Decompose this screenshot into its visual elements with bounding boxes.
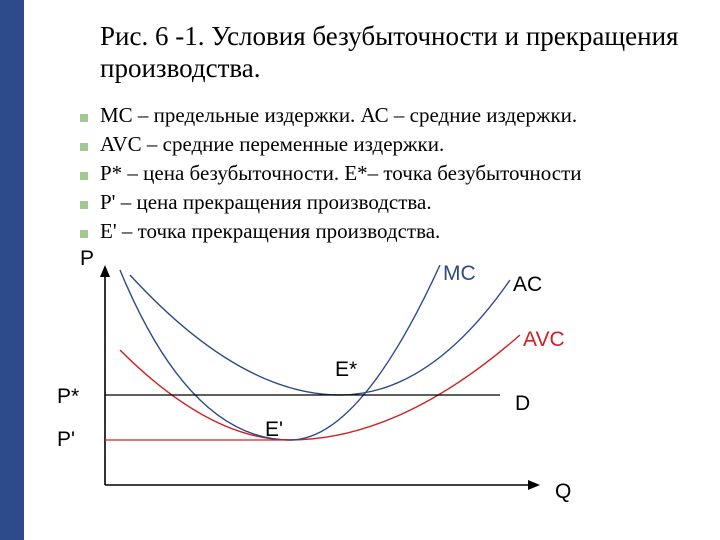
p-star-label: P* (57, 385, 79, 409)
economics-chart: P Q MC AC AVC D P* P' E* E' (60, 265, 620, 515)
list-item: E' – точка прекращения производства. (80, 219, 700, 244)
e-star-label: E* (335, 358, 357, 382)
bullet-text: E' – точка прекращения производства. (100, 219, 440, 244)
square-bullet-icon (80, 143, 88, 151)
bullet-list: MC – предельные издержки. АС – средние и… (80, 103, 700, 244)
bullet-text: AVC – средние переменные издержки. (100, 132, 444, 157)
square-bullet-icon (80, 114, 88, 122)
content-area: Рис. 6 -1. Условия безубыточности и прек… (40, 20, 700, 248)
square-bullet-icon (80, 201, 88, 209)
bullet-text: MC – предельные издержки. АС – средние и… (100, 103, 577, 128)
list-item: MC – предельные издержки. АС – средние и… (80, 103, 700, 128)
bullet-text: Р' – цена прекращения производства. (100, 190, 432, 215)
ac-curve-label: AC (513, 273, 542, 297)
mc-curve-label: MC (443, 262, 476, 286)
decor-sidebar (0, 0, 24, 540)
demand-line-label: D (515, 392, 530, 416)
list-item: AVC – средние переменные издержки. (80, 132, 700, 157)
avc-curve-label: AVC (523, 328, 565, 352)
chart-svg (60, 265, 620, 515)
p-prime-label: P' (57, 428, 75, 452)
bullet-text: Р* – цена безубыточности. Е*– точка безу… (100, 161, 582, 186)
square-bullet-icon (80, 230, 88, 238)
q-axis-label: Q (555, 480, 571, 504)
list-item: Р' – цена прекращения производства. (80, 190, 700, 215)
square-bullet-icon (80, 172, 88, 180)
page-title: Рис. 6 -1. Условия безубыточности и прек… (100, 20, 700, 85)
list-item: Р* – цена безубыточности. Е*– точка безу… (80, 161, 700, 186)
e-prime-label: E' (265, 418, 283, 442)
slide: Рис. 6 -1. Условия безубыточности и прек… (0, 0, 720, 540)
p-axis-label: P (80, 247, 94, 271)
